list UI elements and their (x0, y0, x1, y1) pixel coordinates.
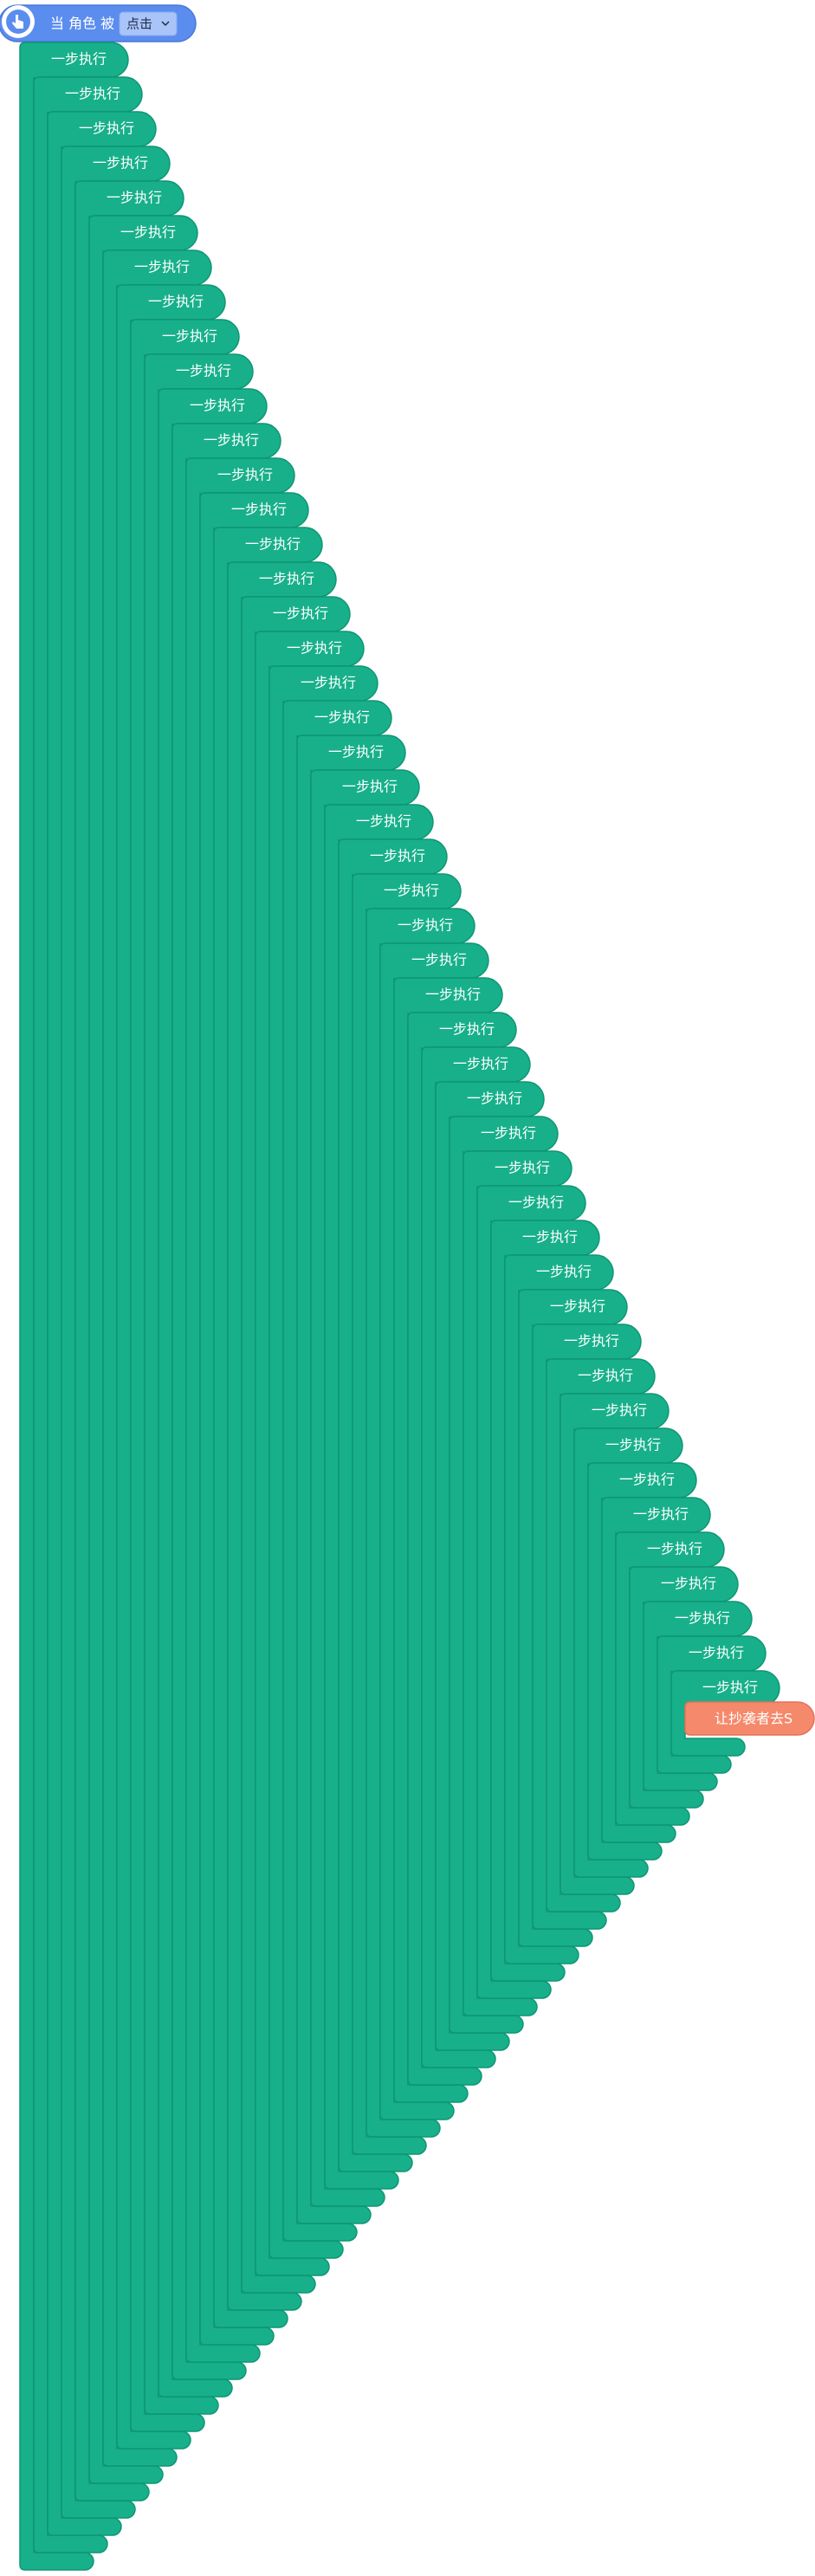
c-block-label: 一步执行 (79, 120, 134, 137)
c-block-label: 一步执行 (384, 883, 439, 899)
hat-text: 当 角色 被 (50, 16, 114, 32)
c-block-label: 一步执行 (65, 86, 120, 102)
c-block-label: 一步执行 (120, 224, 176, 241)
c-block-label: 一步执行 (647, 1541, 702, 1557)
c-block-label: 一步执行 (675, 1610, 730, 1627)
c-block[interactable]: 一步执行 (476, 1185, 586, 1999)
c-block-label: 一步执行 (231, 502, 287, 518)
c-block-label: 一步执行 (467, 1091, 522, 1107)
action-block-label: 让抄袭者去S (715, 1711, 792, 1727)
c-block-label: 一步执行 (453, 1056, 508, 1072)
c-block-label: 一步执行 (301, 675, 356, 691)
c-block-label: 一步执行 (439, 1021, 495, 1038)
c-block-label: 一步执行 (689, 1645, 744, 1661)
dropdown-box[interactable] (119, 11, 178, 36)
action-block[interactable]: 让抄袭者去S (684, 1701, 815, 1736)
c-block-label: 一步执行 (481, 1125, 536, 1142)
c-block-label: 一步执行 (370, 848, 425, 864)
c-block-label: 一步执行 (107, 190, 162, 206)
c-block-label: 一步执行 (495, 1160, 550, 1176)
c-block-label: 一步执行 (605, 1437, 661, 1453)
c-block-label: 一步执行 (550, 1298, 605, 1315)
hand-icon (12, 15, 23, 29)
c-block-label: 一步执行 (328, 744, 384, 761)
c-block-label: 一步执行 (661, 1576, 716, 1592)
c-block-label: 一步执行 (356, 813, 411, 830)
c-block-label: 一步执行 (342, 779, 398, 795)
c-block-label: 一步执行 (398, 917, 453, 934)
c-block-label: 一步执行 (425, 987, 481, 1003)
c-block-label: 一步执行 (217, 467, 273, 483)
c-block-label: 一步执行 (204, 432, 259, 449)
c-block-label: 一步执行 (411, 952, 467, 968)
c-block-label: 一步执行 (273, 605, 328, 622)
c-block-label: 一步执行 (578, 1368, 633, 1384)
c-block-label: 一步执行 (702, 1680, 758, 1696)
c-block-label: 一步执行 (93, 155, 148, 172)
c-block-label: 一步执行 (536, 1264, 592, 1280)
c-block-label: 一步执行 (162, 328, 217, 345)
action-block-shape (684, 1701, 815, 1736)
c-block-label: 一步执行 (148, 294, 204, 310)
c-block-label: 一步执行 (522, 1229, 578, 1246)
c-block-label: 一步执行 (564, 1333, 619, 1349)
c-block-label: 一步执行 (314, 709, 370, 726)
c-block-label: 一步执行 (190, 398, 245, 414)
c-block-label: 一步执行 (245, 536, 301, 553)
c-block-label: 一步执行 (176, 363, 231, 379)
c-block-label: 一步执行 (287, 640, 342, 657)
c-block-label: 一步执行 (592, 1402, 647, 1419)
c-block-label: 一步执行 (619, 1472, 675, 1488)
block-stack: 一步执行一步执行一步执行一步执行一步执行一步执行一步执行一步执行一步执行一步执行… (19, 42, 815, 2571)
c-block-label: 一步执行 (633, 1506, 689, 1523)
hat-block[interactable]: 当 角色 被 点击 (0, 4, 197, 42)
c-block-label: 一步执行 (134, 259, 190, 275)
c-block-label: 一步执行 (51, 51, 107, 68)
dropdown-text: 点击 (126, 16, 152, 32)
dropdown-arrow (161, 21, 170, 27)
c-block-label: 一步执行 (508, 1194, 564, 1211)
c-block-label: 一步执行 (259, 571, 314, 587)
